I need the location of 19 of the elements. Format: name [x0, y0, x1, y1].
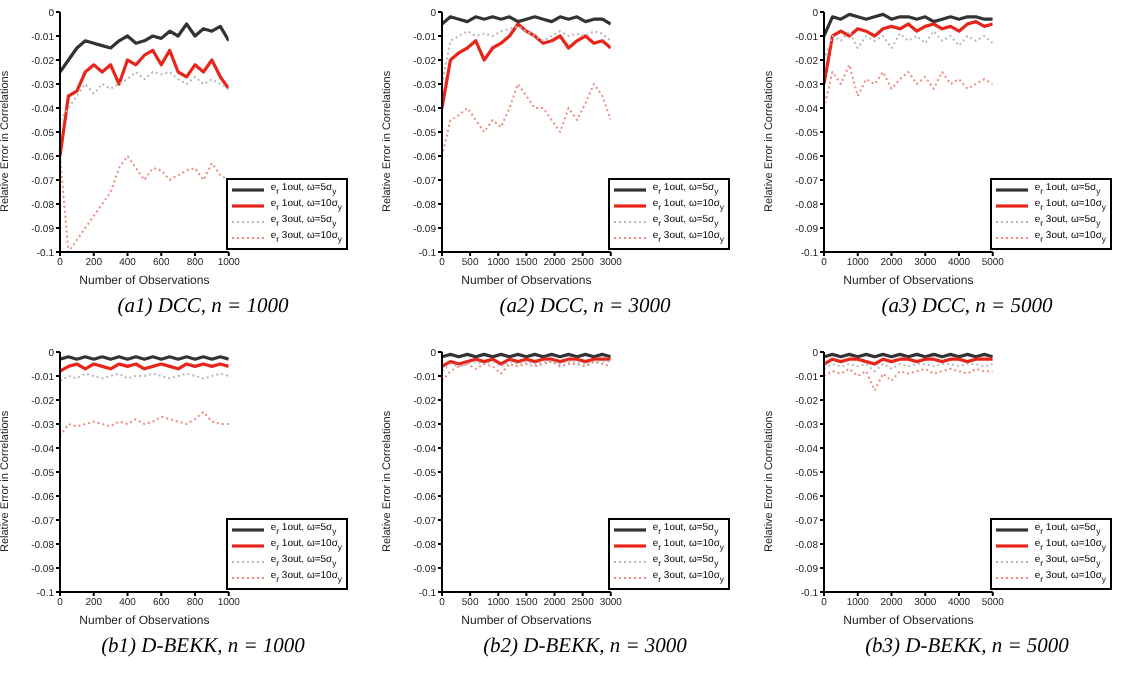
line-series: [60, 22, 229, 74]
text: (a1) DCC, n = 1000: [115, 296, 291, 318]
text: (b3) D-BEKK, n = 5000: [863, 636, 1071, 658]
line-series: [824, 30, 993, 61]
text: (a2) DCC, n = 3000: [497, 296, 673, 318]
line-series: [824, 63, 993, 109]
line-series: [60, 48, 229, 158]
text: (b1) D-BEKK, n = 1000: [99, 636, 307, 658]
line-series: [442, 360, 611, 382]
text: (b2) D-BEKK, n = 3000: [481, 636, 689, 658]
line-series: [824, 20, 993, 86]
line-series: [442, 83, 611, 157]
line-series: [824, 367, 993, 392]
line-series: [60, 71, 229, 121]
text: (a3) DCC, n = 5000: [879, 296, 1055, 318]
line-series: [442, 25, 611, 85]
line-series: [442, 22, 611, 110]
line-series: [824, 12, 993, 38]
line-series: [60, 411, 229, 437]
